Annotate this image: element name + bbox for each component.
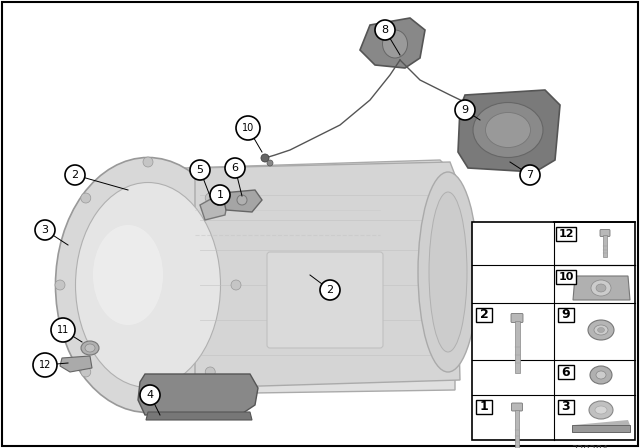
Text: 12: 12: [39, 360, 51, 370]
Ellipse shape: [93, 225, 163, 325]
FancyBboxPatch shape: [558, 365, 574, 379]
Circle shape: [520, 165, 540, 185]
Circle shape: [225, 158, 245, 178]
Ellipse shape: [473, 103, 543, 158]
Polygon shape: [195, 162, 460, 388]
Text: 3: 3: [562, 401, 570, 414]
Circle shape: [190, 160, 210, 180]
Polygon shape: [573, 276, 630, 300]
Text: 1: 1: [216, 190, 223, 200]
Circle shape: [51, 318, 75, 342]
Circle shape: [55, 280, 65, 290]
Ellipse shape: [598, 327, 605, 332]
FancyBboxPatch shape: [476, 400, 492, 414]
FancyBboxPatch shape: [267, 252, 383, 348]
FancyBboxPatch shape: [600, 229, 610, 237]
Circle shape: [267, 160, 273, 166]
Ellipse shape: [594, 325, 608, 335]
Text: 8: 8: [381, 25, 388, 35]
Circle shape: [33, 353, 57, 377]
Ellipse shape: [595, 406, 607, 414]
Circle shape: [205, 367, 215, 377]
Polygon shape: [138, 374, 258, 415]
Ellipse shape: [486, 112, 531, 147]
Text: 2: 2: [326, 285, 333, 295]
Polygon shape: [60, 356, 92, 372]
Bar: [515, 322, 520, 374]
FancyBboxPatch shape: [558, 400, 574, 414]
Ellipse shape: [590, 366, 612, 384]
Text: 6: 6: [232, 163, 239, 173]
Text: 12: 12: [558, 229, 573, 239]
Text: 7: 7: [527, 170, 534, 180]
Ellipse shape: [85, 344, 95, 352]
Text: 9: 9: [461, 105, 468, 115]
Ellipse shape: [596, 284, 606, 292]
Text: 11: 11: [57, 325, 69, 335]
Polygon shape: [458, 90, 560, 172]
Polygon shape: [200, 195, 228, 220]
Circle shape: [143, 157, 153, 167]
Text: 2: 2: [479, 309, 488, 322]
Ellipse shape: [591, 280, 611, 296]
Ellipse shape: [56, 158, 241, 413]
Circle shape: [237, 195, 247, 205]
Circle shape: [65, 165, 85, 185]
Text: 5: 5: [196, 165, 204, 175]
Polygon shape: [120, 160, 455, 395]
Ellipse shape: [589, 401, 613, 419]
Bar: [603, 236, 607, 258]
Polygon shape: [572, 425, 630, 432]
Bar: [515, 410, 519, 448]
Polygon shape: [222, 190, 262, 212]
Polygon shape: [146, 412, 252, 420]
Text: 4: 4: [147, 390, 154, 400]
Bar: [472, 222, 635, 440]
FancyBboxPatch shape: [476, 308, 492, 322]
Circle shape: [375, 20, 395, 40]
Circle shape: [210, 185, 230, 205]
Ellipse shape: [383, 30, 408, 58]
Circle shape: [35, 220, 55, 240]
Circle shape: [261, 154, 269, 162]
Text: 2: 2: [72, 170, 79, 180]
FancyBboxPatch shape: [511, 403, 522, 411]
Polygon shape: [360, 18, 425, 68]
Circle shape: [140, 385, 160, 405]
Text: 1: 1: [479, 401, 488, 414]
Circle shape: [81, 193, 91, 203]
FancyBboxPatch shape: [558, 308, 574, 322]
Text: 320284: 320284: [572, 445, 609, 448]
Circle shape: [320, 280, 340, 300]
FancyBboxPatch shape: [556, 270, 576, 284]
Circle shape: [236, 116, 260, 140]
Ellipse shape: [76, 182, 221, 388]
Circle shape: [205, 193, 215, 203]
Ellipse shape: [588, 320, 614, 340]
Ellipse shape: [81, 341, 99, 355]
Ellipse shape: [596, 371, 606, 379]
Text: 9: 9: [562, 309, 570, 322]
Text: 6: 6: [562, 366, 570, 379]
Circle shape: [143, 403, 153, 413]
Circle shape: [455, 100, 475, 120]
Text: 10: 10: [558, 272, 573, 282]
FancyBboxPatch shape: [511, 314, 523, 323]
Circle shape: [231, 280, 241, 290]
FancyBboxPatch shape: [556, 227, 576, 241]
Text: 10: 10: [242, 123, 254, 133]
Polygon shape: [574, 420, 630, 425]
Ellipse shape: [418, 172, 478, 372]
Text: 3: 3: [42, 225, 49, 235]
Ellipse shape: [429, 192, 467, 352]
Circle shape: [81, 367, 91, 377]
